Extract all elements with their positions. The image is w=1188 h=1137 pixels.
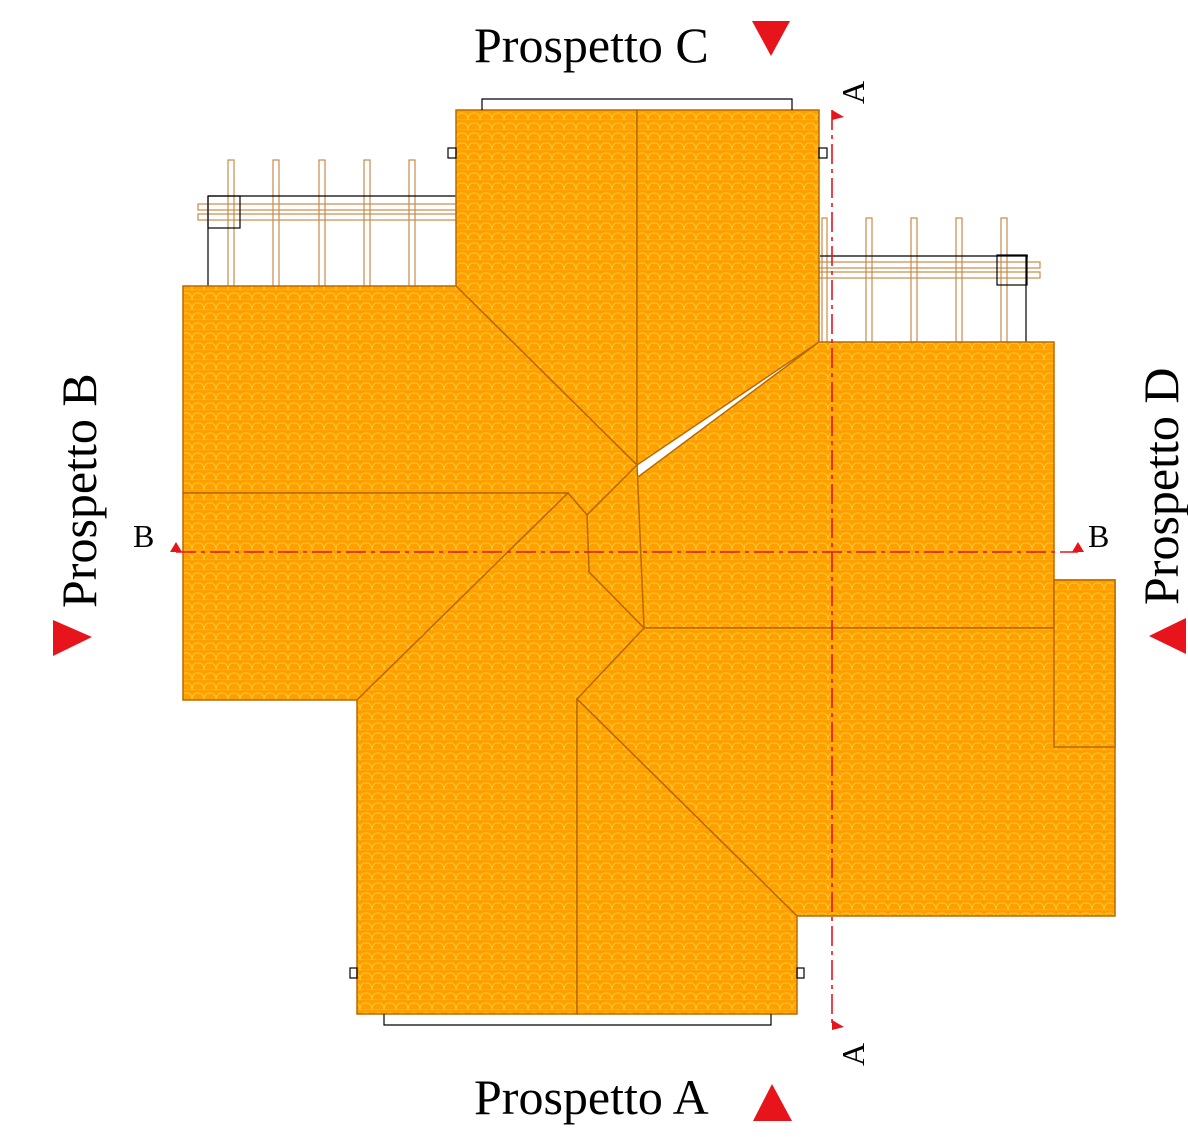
eave-outlines [349, 98, 828, 1026]
pergola-top-left [197, 159, 457, 288]
prospetto-d-marker-icon [1149, 618, 1186, 654]
roof-plane-south-wing-right [576, 697, 798, 1015]
prospetto-a-marker-icon [753, 1084, 792, 1121]
roof-plane-east-annex [1053, 579, 1116, 748]
section-lines [176, 110, 1078, 1025]
section-a-bottom-marker [832, 1020, 844, 1030]
prospetto-c-label: Prospetto C [474, 17, 709, 73]
section-a-top-label: A [835, 81, 871, 104]
section-b-left-label: B [133, 518, 154, 554]
roof-planes [182, 109, 1116, 1015]
section-b-right-marker [1072, 542, 1084, 552]
prospetto-d-label: Prospetto D [1133, 368, 1188, 606]
prospetto-a-label: Prospetto A [474, 1069, 709, 1125]
section-markers [170, 110, 1084, 1030]
section-a-bottom-label: A [835, 1043, 871, 1066]
pergola-top-right [817, 217, 1041, 343]
section-b-right-label: B [1088, 518, 1109, 554]
prospetto-c-marker-icon [752, 21, 790, 56]
section-a-top-marker [832, 110, 844, 120]
prospetto-b-marker-icon [53, 620, 92, 656]
section-b-left-marker [170, 542, 182, 552]
prospetto-b-label: Prospetto B [51, 373, 107, 608]
